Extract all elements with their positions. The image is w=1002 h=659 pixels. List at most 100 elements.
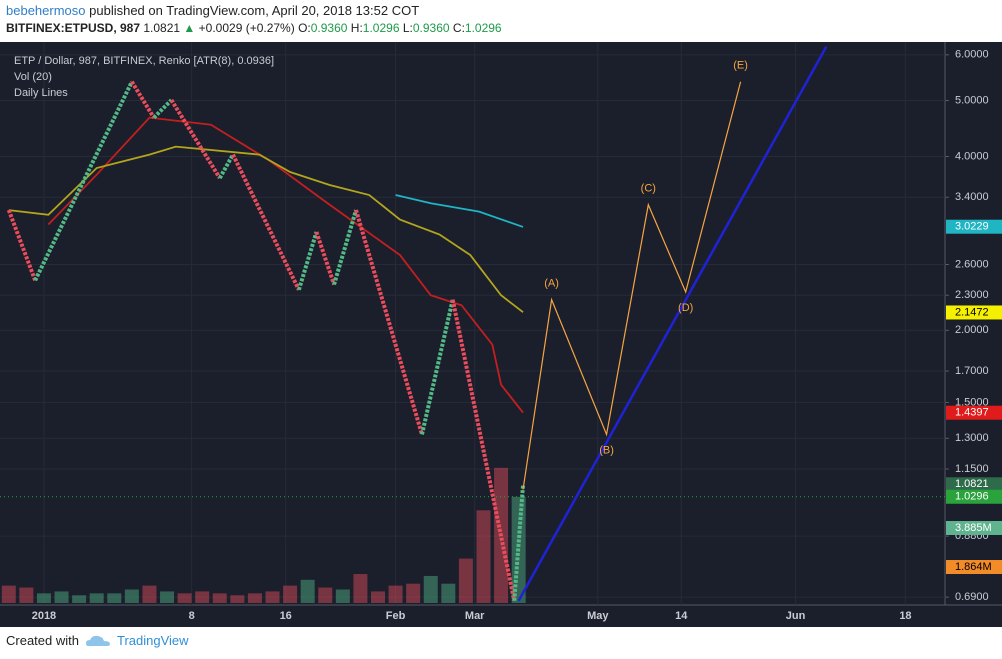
symbol: BITFINEX:ETPUSD, 987 — [6, 21, 141, 35]
x-tick-label: 18 — [899, 610, 911, 622]
l: 0.9360 — [412, 21, 450, 35]
brick-run — [169, 98, 222, 180]
wave-label: (A) — [544, 278, 559, 290]
volume-bar — [212, 593, 227, 603]
wave-path — [522, 81, 742, 490]
wave-label: (B) — [599, 444, 614, 456]
y-tick-label: 2.0000 — [955, 324, 989, 336]
author[interactable]: bebehermoso — [6, 3, 86, 18]
c-label: C: — [452, 21, 465, 35]
y-tick-label: 4.0000 — [955, 150, 989, 162]
brick-run — [130, 80, 156, 119]
wave-label: (E) — [733, 60, 748, 72]
volume-bar — [388, 585, 403, 603]
volume-bar — [441, 583, 456, 603]
volume-bar — [476, 510, 491, 603]
price-badge — [946, 489, 1002, 504]
price-badge-label: 1.0296 — [955, 491, 989, 503]
volume-bar — [247, 593, 262, 603]
header-line: bebehermoso published on TradingView.com… — [6, 3, 419, 18]
volume-bar — [177, 593, 192, 603]
price-badge — [946, 520, 1002, 535]
volume-bar — [1, 585, 16, 603]
h: 1.0296 — [362, 21, 400, 35]
x-tick-label: 8 — [189, 610, 195, 622]
brick-run — [314, 231, 336, 286]
legend-main: ETP / Dollar, 987, BITFINEX, Renko [ATR(… — [14, 55, 274, 67]
price-badge-label: 1.864M — [955, 561, 992, 573]
x-tick-label: 2018 — [32, 610, 56, 622]
price-badge — [946, 405, 1002, 420]
volume-bar — [458, 558, 473, 603]
brick-run — [332, 209, 358, 286]
brick-run — [231, 153, 301, 291]
volume-bar — [142, 585, 157, 603]
volume-bar — [230, 595, 245, 603]
footer: Created with TradingView — [6, 633, 189, 648]
price-badge-label: 2.1472 — [955, 306, 989, 318]
logo — [85, 635, 110, 646]
chart: 6.0000 5.0000 4.0000 3.4000 2.6000 2.3000 2.00… — [0, 42, 1002, 627]
arrow: ▲ — [183, 21, 196, 35]
price-badge-label: 3.0229 — [955, 221, 989, 233]
volume-bar — [265, 591, 280, 603]
y-tick-label: 5.0000 — [955, 94, 989, 106]
brand[interactable]: TradingView — [116, 633, 189, 648]
created-with: Created with — [6, 633, 79, 648]
volume-bar — [371, 591, 385, 603]
daily-line — [8, 145, 524, 313]
plot-bg — [0, 42, 945, 605]
price-badge — [946, 477, 1002, 492]
volume-bar — [72, 595, 87, 603]
y-tick-label: 2.3000 — [955, 289, 989, 301]
y-tick-label: 6.0000 — [955, 49, 989, 61]
price-badge — [946, 219, 1002, 234]
h-label: H: — [350, 21, 363, 35]
change: +0.0029 (+0.27%) — [198, 21, 295, 35]
volume-bar — [107, 593, 122, 603]
volume-bar — [195, 591, 210, 603]
brick-run — [420, 299, 455, 435]
y-tick-label: 1.7000 — [955, 365, 989, 377]
price-badge-label: 1.4397 — [955, 407, 989, 419]
price-badge — [946, 560, 1002, 575]
price-badge — [946, 305, 1002, 320]
c: 1.0296 — [464, 21, 502, 35]
y-tick-label: 2.6000 — [955, 258, 989, 270]
trendline — [517, 46, 828, 602]
daily-line — [395, 194, 524, 228]
wave-label: (C) — [641, 183, 656, 195]
volume-bar — [89, 593, 104, 603]
brick-run — [512, 484, 526, 601]
o: 0.9360 — [310, 21, 348, 35]
brick-run — [450, 299, 517, 602]
brick-run — [296, 231, 319, 291]
x-tick-label: Mar — [465, 610, 485, 622]
y-tick-label: 0.6900 — [955, 591, 989, 603]
volume-bar — [353, 574, 368, 603]
volume-bar — [335, 589, 350, 603]
x-tick-label: 14 — [675, 610, 688, 622]
legend-lines: Daily Lines — [14, 87, 68, 99]
price-badge-label: 1.0821 — [955, 478, 989, 490]
time-axis-bg — [0, 605, 1002, 627]
volume-bar — [36, 593, 51, 603]
volume-bar — [318, 587, 333, 603]
last: 1.0821 — [143, 21, 181, 35]
y-tick-label: 3.4000 — [955, 191, 989, 203]
x-tick-label: May — [587, 610, 609, 622]
brick-run — [33, 80, 134, 282]
y-tick-label: 1.3000 — [955, 432, 989, 444]
price-badge-label: 3.885M — [955, 522, 992, 534]
volume-bar — [124, 589, 139, 603]
price-axis-bg — [945, 42, 1002, 605]
symbol-line: BITFINEX:ETPUSD, 987 1.0821 ▲ +0.0029 (+… — [6, 21, 502, 35]
volume-bar — [19, 587, 34, 603]
published: published on TradingView.com, April 20, … — [89, 3, 420, 18]
volume-bar — [160, 591, 175, 603]
daily-line — [47, 116, 524, 414]
x-tick-label: Jun — [786, 610, 806, 622]
y-tick-label: 1.1500 — [955, 463, 989, 475]
volume-bar — [283, 585, 298, 603]
